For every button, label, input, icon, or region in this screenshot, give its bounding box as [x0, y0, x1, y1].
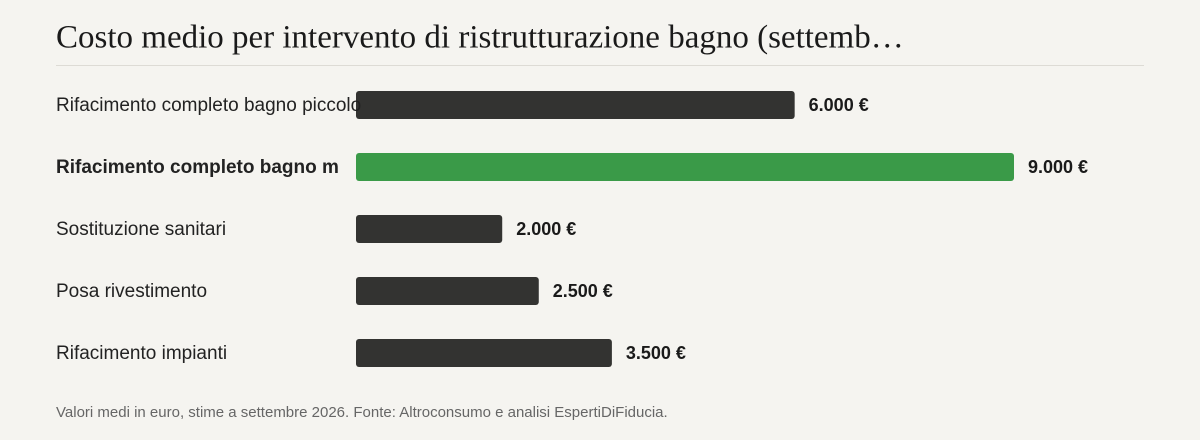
value-label: 9.000 € [1028, 157, 1088, 177]
bar [356, 215, 503, 243]
value-label: 3.500 € [626, 343, 686, 363]
category-label: Rifacimento completo bagno m [56, 157, 339, 178]
category-label: Sostituzione sanitari [56, 219, 226, 240]
category-label: Rifacimento completo bagno piccolo [56, 95, 361, 116]
chart-title: Costo medio per intervento di ristruttur… [56, 20, 904, 56]
value-label: 6.000 € [809, 95, 869, 115]
category-label: Rifacimento impianti [56, 343, 227, 364]
bar [356, 339, 612, 367]
value-label: 2.500 € [553, 281, 613, 301]
footnote: Valori medi in euro, stime a settembre 2… [56, 404, 668, 421]
bar [356, 277, 539, 305]
bar [356, 153, 1014, 181]
value-label: 2.000 € [516, 219, 576, 239]
category-label: Posa rivestimento [56, 281, 207, 302]
bar [356, 91, 795, 119]
